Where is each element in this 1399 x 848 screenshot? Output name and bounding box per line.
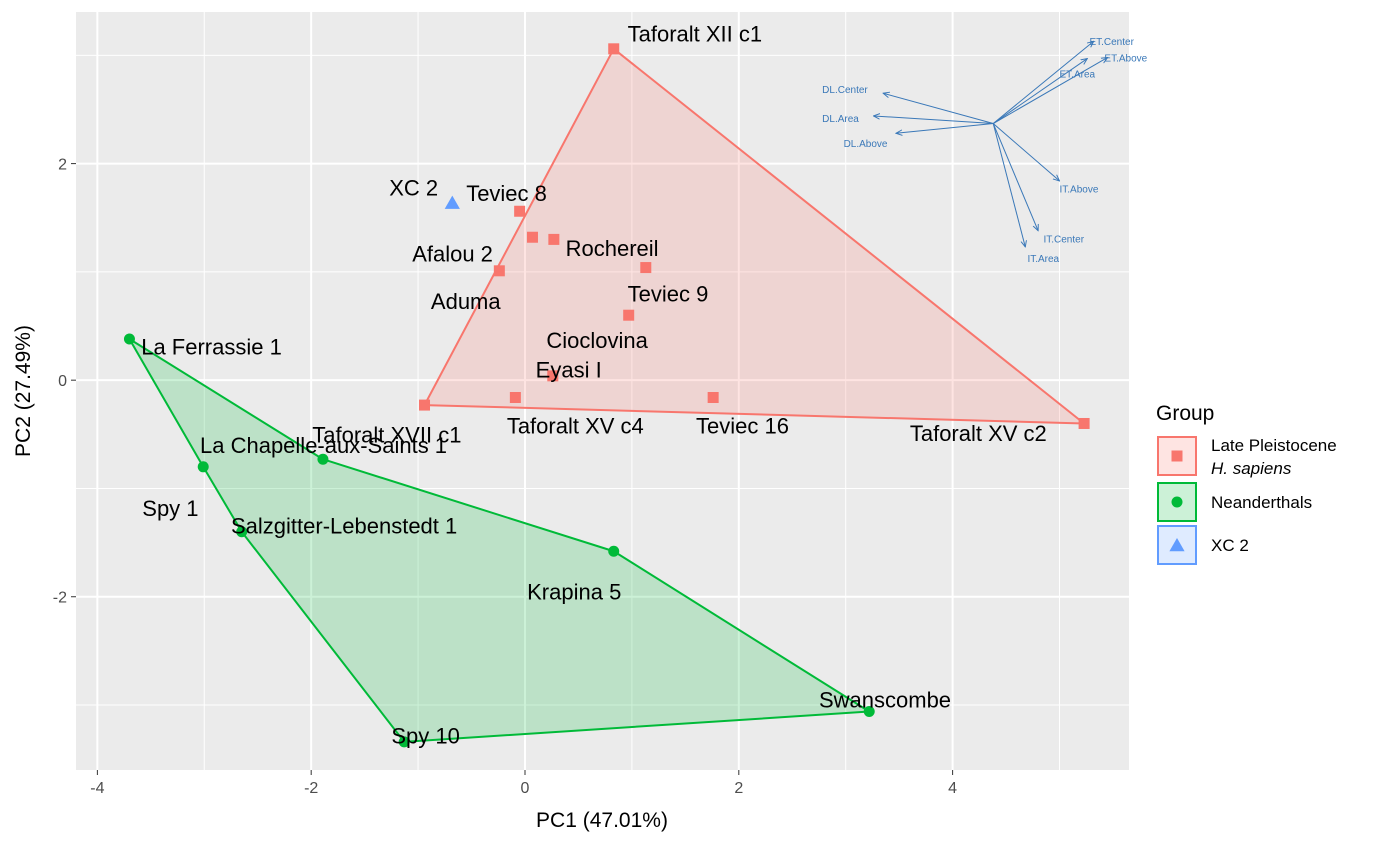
loading-label: ET.Area: [1060, 70, 1096, 81]
point-label: Rochereil: [566, 236, 659, 261]
loading-arrow: [883, 93, 994, 125]
x-tick-label: 4: [948, 780, 957, 797]
point-label: Swanscombe: [819, 688, 951, 713]
x-tick-label: -4: [90, 780, 104, 797]
data-point: [317, 453, 329, 465]
legend-label: XC 2: [1211, 536, 1249, 555]
point-label: Afalou 2: [412, 241, 493, 266]
point-label: Salzgitter-Lebenstedt 1: [231, 513, 457, 538]
point-label: Teviec 9: [628, 282, 709, 307]
point-label: Krapina 5: [527, 579, 621, 604]
point-label: Teviec 8: [466, 181, 547, 206]
data-point: [640, 262, 652, 274]
point-label: Taforalt XV c4: [507, 414, 644, 439]
x-tick-label: 0: [521, 780, 530, 797]
legend-key-sapiens: [1157, 436, 1197, 476]
y-tick-label: 0: [58, 373, 67, 390]
legend-label-italic: H. sapiens: [1211, 459, 1292, 478]
data-point: [1078, 417, 1090, 429]
loading-arrow: [896, 123, 994, 134]
loading-label: IT.Center: [1043, 234, 1084, 245]
loading-arrow: [992, 123, 1059, 181]
data-point: [514, 205, 526, 217]
data-point: [548, 233, 560, 245]
data-point: [623, 309, 635, 321]
point-label: Eyasi I: [536, 357, 602, 382]
loading-arrow: [992, 59, 1087, 124]
point-label: XC 2: [389, 175, 438, 200]
loading-arrow: [992, 123, 1025, 247]
data-point: [444, 195, 460, 209]
y-axis-title: PC2 (27.49%): [12, 325, 35, 457]
loading-label: DL.Center: [822, 85, 868, 96]
data-point: [509, 391, 521, 403]
loading-label: DL.Area: [822, 114, 859, 125]
loading-arrow: [992, 57, 1107, 124]
x-tick-label: 2: [734, 780, 743, 797]
data-point: [419, 399, 431, 411]
point-label: Aduma: [431, 289, 501, 314]
legend-symbol: [1171, 496, 1183, 508]
x-tick-label: -2: [304, 780, 318, 797]
y-tick-label: -2: [53, 590, 67, 607]
data-point: [707, 391, 719, 403]
y-tick-label: 2: [58, 157, 67, 174]
legend-title: Group: [1156, 402, 1214, 425]
data-points: [123, 43, 1090, 748]
legend-symbol: [1171, 450, 1183, 462]
data-point: [398, 736, 410, 748]
grid-major: [76, 12, 1129, 770]
y-axis: -2 0 2: [53, 157, 76, 607]
point-label: Taforalt XVII c1: [312, 422, 461, 447]
point-label: Spy 1: [142, 496, 198, 521]
data-point: [197, 461, 209, 473]
data-point: [123, 333, 135, 345]
data-point: [493, 265, 505, 277]
data-point: [608, 545, 620, 557]
point-label: Taforalt XV c2: [910, 421, 1047, 446]
loading-arrow: [874, 116, 994, 125]
data-point: [236, 526, 248, 538]
point-label: Cioclovina: [546, 328, 648, 353]
data-point: [608, 43, 620, 55]
data-point: [526, 231, 538, 243]
convex-hulls: [128, 47, 1086, 743]
hull-neanderthal: [128, 338, 871, 743]
legend: Group Late Pleistocene H. sapiens Neandert…: [1156, 402, 1337, 565]
legend-symbol: [1169, 538, 1185, 552]
loading-arrow: [992, 41, 1093, 124]
point-labels: Taforalt XII c1 Teviec 8 Rochereil Afalou 2…: [141, 22, 1047, 749]
loading-label: IT.Above: [1060, 185, 1099, 196]
data-point: [863, 706, 875, 718]
point-label: Taforalt XII c1: [628, 22, 763, 47]
x-axis: -4 -2 0 2 4: [90, 770, 957, 797]
loading-label: ET.Center: [1089, 37, 1134, 48]
point-label: La Chapelle-aux-Saints 1: [200, 433, 447, 458]
legend-label: Late Pleistocene: [1211, 436, 1337, 455]
loading-label: DL.Above: [844, 139, 888, 150]
legend-label: Neanderthals: [1211, 493, 1312, 512]
point-label: La Ferrassie 1: [141, 335, 282, 360]
x-axis-title: PC1 (47.01%): [536, 809, 668, 832]
point-label: Teviec 16: [696, 414, 789, 439]
loading-vectors: ET.Center ET.Above ET.Area DL.Center DL.Area…: [822, 37, 1147, 265]
data-point: [547, 370, 559, 382]
hull-sapiens: [423, 47, 1086, 425]
loading-label: IT.Area: [1027, 254, 1059, 265]
loading-arrow: [992, 123, 1038, 231]
loading-label: ET.Above: [1104, 53, 1147, 64]
point-label: Spy 10: [391, 723, 460, 748]
